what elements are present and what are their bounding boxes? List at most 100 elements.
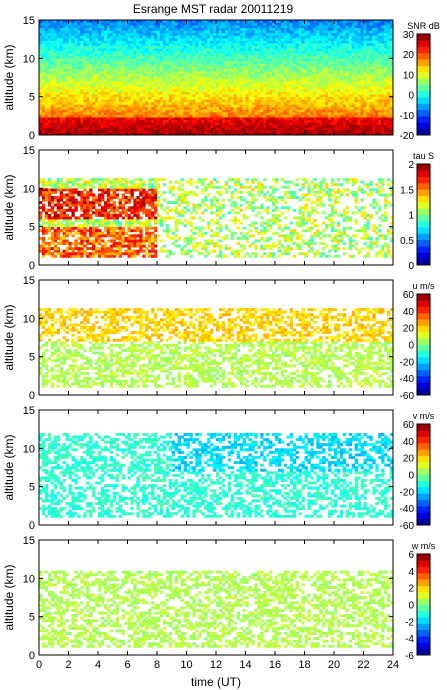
heatmap-cell [325,106,329,110]
heatmap-cell [263,53,267,57]
heatmap-cell [221,78,226,82]
heatmap-cell [322,32,326,36]
heatmap-cell [71,55,75,59]
heatmap-cell [98,89,102,92]
heatmap-cell [165,106,170,110]
heatmap-cell [192,37,196,41]
heatmap-cell [145,27,149,31]
heatmap-cell [154,119,158,123]
heatmap-cell [177,129,181,133]
heatmap-cell [92,106,96,110]
heatmap-cell [207,122,211,126]
heatmap-cell [218,117,223,121]
heatmap-cell [180,112,184,115]
heatmap-cell [39,83,43,87]
heatmap-cell [227,76,232,80]
heatmap-cell [50,78,55,82]
heatmap-cell [339,25,344,29]
heatmap-cell [186,60,190,64]
heatmap-cell [218,71,223,75]
heatmap-cell [263,43,267,46]
heatmap-cell [210,37,214,41]
heatmap-cell [109,112,114,115]
heatmap-cell [53,45,58,49]
heatmap-cell [201,76,205,80]
heatmap-cell [127,96,131,100]
heatmap-cell [180,96,184,100]
heatmap-cell [313,43,317,46]
heatmap-cell [292,94,297,98]
heatmap-cell [112,63,117,67]
heatmap-cell [133,132,137,136]
heatmap-cell [56,53,61,57]
heatmap-cell [174,25,179,29]
heatmap-cell [68,91,72,95]
heatmap-cell [157,20,161,23]
heatmap-cell [354,43,358,46]
heatmap-cell [207,94,211,98]
heatmap-cell [357,96,361,100]
heatmap-cell [251,55,255,59]
heatmap-cell [165,122,170,126]
heatmap-cell [266,40,270,44]
heatmap-cell [331,50,335,54]
heatmap-cell [106,32,111,36]
heatmap-cell [121,22,125,26]
heatmap-cell [304,94,308,98]
heatmap-cell [283,25,288,29]
heatmap-cell [86,91,90,95]
heatmap-cell [348,104,353,108]
heatmap-cell [325,45,329,49]
heatmap-cell [207,37,211,41]
heatmap-cell [106,43,111,46]
heatmap-cell [189,43,193,46]
heatmap-cell [56,45,61,49]
heatmap-cell [242,48,246,52]
heatmap-cell [41,55,46,59]
heatmap-cell [210,71,214,75]
heatmap-cell [41,81,46,85]
heatmap-cell [363,71,367,75]
heatmap-cell [80,50,84,54]
heatmap-cell [342,91,347,95]
heatmap-cell [283,68,288,72]
heatmap-cell [280,45,285,49]
heatmap-cell [145,20,149,23]
heatmap-cell [213,112,217,115]
heatmap-cell [351,122,356,126]
heatmap-cell [354,73,358,77]
heatmap-cell [280,132,285,136]
heatmap-cell [322,30,326,34]
heatmap-cell [100,20,105,23]
heatmap-cell [251,76,255,80]
heatmap-cell [195,53,199,57]
heatmap-cell [165,78,170,82]
heatmap-cell [242,53,246,57]
heatmap-cell [68,55,72,59]
heatmap-cell [251,124,255,128]
heatmap-cell [325,119,329,123]
heatmap-cell [177,37,181,41]
heatmap-cell [56,89,61,92]
heatmap-cell [192,99,196,103]
heatmap-cell [148,25,152,29]
heatmap-cell [336,22,341,26]
heatmap-cell [275,50,279,54]
heatmap-cell [328,35,332,39]
heatmap-cell [174,83,179,87]
heatmap-cell [266,58,270,62]
heatmap-cell [269,129,273,133]
heatmap-cell [334,22,338,26]
heatmap-cell [283,109,288,113]
heatmap-cell [275,22,279,26]
heatmap-cell [100,71,105,75]
heatmap-cell [224,55,229,59]
heatmap-cell [322,96,326,100]
heatmap-cell [233,101,238,105]
heatmap-cell [348,127,353,131]
heatmap-cell [266,68,270,72]
heatmap-cell [198,60,202,64]
heatmap-cell [198,124,202,128]
heatmap-cell [127,129,131,133]
heatmap-cell [336,122,341,126]
